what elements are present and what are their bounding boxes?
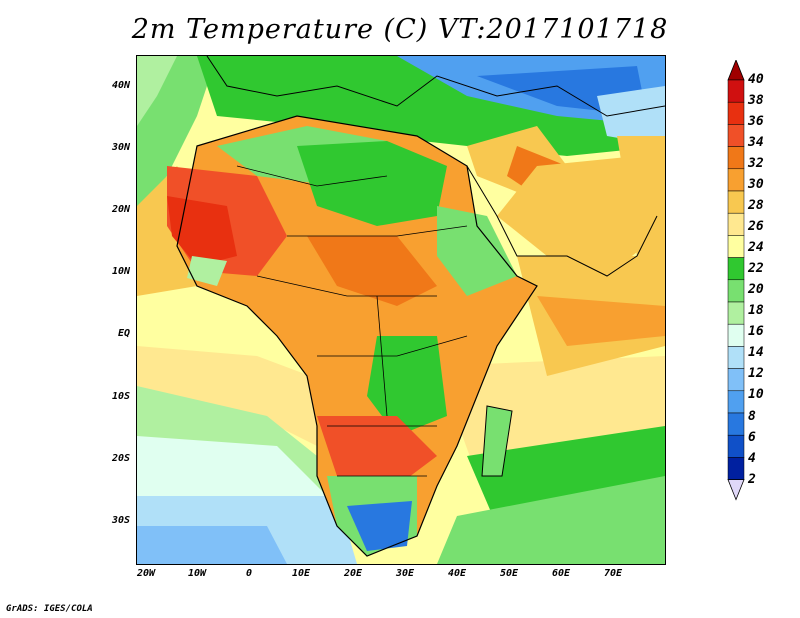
indian-ocean-band xyxy=(467,426,665,526)
south-africa-cold xyxy=(347,501,412,551)
arabia-coastline xyxy=(466,165,658,277)
colorbar-level-label: 12 xyxy=(748,366,764,382)
colorbar-level-label: 20 xyxy=(748,282,764,298)
y-tick-label: 10N xyxy=(111,266,130,277)
colorbar-swatch xyxy=(727,257,745,281)
colorbar-level-label: 32 xyxy=(748,156,764,172)
colorbar-swatch xyxy=(727,190,745,214)
colorbar-swatch xyxy=(727,457,745,480)
colorbar-level-label: 18 xyxy=(748,303,764,319)
colorbar-swatch xyxy=(727,368,745,392)
y-tick-label: 20N xyxy=(111,204,130,215)
x-tick-label: 40E xyxy=(447,568,467,579)
colorbar-level-label: 4 xyxy=(748,450,756,466)
colorbar-swatch xyxy=(727,279,745,303)
colorbar-level-label: 38 xyxy=(748,93,764,109)
southern-africa-hot xyxy=(317,416,437,486)
east-africa-lakes xyxy=(367,336,447,436)
colorbar-level-label: 8 xyxy=(748,408,756,424)
colorbar-level-label: 30 xyxy=(748,177,764,193)
colorbar-swatch xyxy=(727,212,745,236)
temperature-map xyxy=(136,55,666,565)
south-atlantic-cooler xyxy=(137,436,327,496)
colorbar-swatch xyxy=(727,346,745,369)
colorbar-swatch xyxy=(727,434,745,458)
colorbar-level-label: 28 xyxy=(748,198,764,214)
colorbar-bottom-arrow xyxy=(727,479,745,501)
colorbar-swatch xyxy=(727,301,745,325)
x-tick-label: 60E xyxy=(551,568,571,579)
indian-ocean-cool xyxy=(437,476,665,564)
x-tick-label: 50E xyxy=(499,568,519,579)
y-tick-label: 10S xyxy=(111,391,130,402)
guinea-coast-cool xyxy=(187,256,227,286)
y-tick-label: 20S xyxy=(111,453,130,464)
sahel-west-hottest xyxy=(167,196,237,266)
south-atlantic-mild xyxy=(137,346,337,446)
x-tick-label: 70E xyxy=(603,568,623,579)
y-tick-label: EQ xyxy=(117,328,130,339)
x-tick-label: 30E xyxy=(395,568,415,579)
colorbar-level-label: 24 xyxy=(748,240,764,256)
central-asia-cold xyxy=(597,86,665,146)
india-region xyxy=(617,136,665,276)
africa-coastline xyxy=(176,115,538,557)
europe-coastline xyxy=(206,56,665,117)
grads-credit: GrADS: IGES/COLA xyxy=(6,604,93,614)
colorbar-level-label: 6 xyxy=(748,429,756,445)
colorbar-swatch xyxy=(727,390,745,414)
map-canvas xyxy=(137,56,665,564)
colorbar-level-label: 36 xyxy=(748,114,764,130)
colorbar-swatch xyxy=(727,124,745,147)
colorbar-swatch xyxy=(727,235,745,258)
arabia-south xyxy=(497,156,657,276)
north-atlantic-cool xyxy=(137,56,177,126)
colorbar-level-label: 26 xyxy=(748,219,764,235)
colorbar-level-label: 10 xyxy=(748,387,764,403)
colorbar-top-arrow xyxy=(727,60,745,81)
madagascar-coastline xyxy=(481,405,513,477)
arabian-sea-hot xyxy=(537,296,665,346)
central-sahel-hot xyxy=(307,236,437,306)
colorbar-swatch xyxy=(727,168,745,192)
x-tick-label: 10W xyxy=(187,568,207,579)
colorbar-swatch xyxy=(727,101,745,125)
colorbar xyxy=(727,60,745,501)
colorbar-level-label: 2 xyxy=(748,471,756,487)
map-title: 2m Temperature (C) VT:2017101718 xyxy=(131,14,669,45)
colorbar-level-label: 22 xyxy=(748,261,764,277)
colorbar-swatch xyxy=(727,146,745,170)
x-tick-label: 20E xyxy=(343,568,363,579)
country-borders xyxy=(236,165,468,477)
y-tick-label: 30S xyxy=(111,515,130,526)
y-tick-label: 30N xyxy=(111,142,130,153)
y-tick-label: 40N xyxy=(111,80,130,91)
colorbar-swatch xyxy=(727,323,745,347)
colorbar-level-label: 40 xyxy=(748,72,764,87)
x-tick-label: 20W xyxy=(136,568,156,579)
colorbar-level-label: 34 xyxy=(748,135,764,151)
colorbar-level-label: 14 xyxy=(748,345,764,361)
south-atlantic-coldest xyxy=(137,526,287,564)
ethiopia-cool xyxy=(437,206,517,296)
x-tick-label: 0 xyxy=(245,568,253,579)
colorbar-swatch xyxy=(727,412,745,436)
colorbar-swatch xyxy=(727,79,745,103)
colorbar-level-label: 16 xyxy=(748,324,764,340)
x-tick-label: 10E xyxy=(291,568,311,579)
sahara-central xyxy=(297,141,447,226)
